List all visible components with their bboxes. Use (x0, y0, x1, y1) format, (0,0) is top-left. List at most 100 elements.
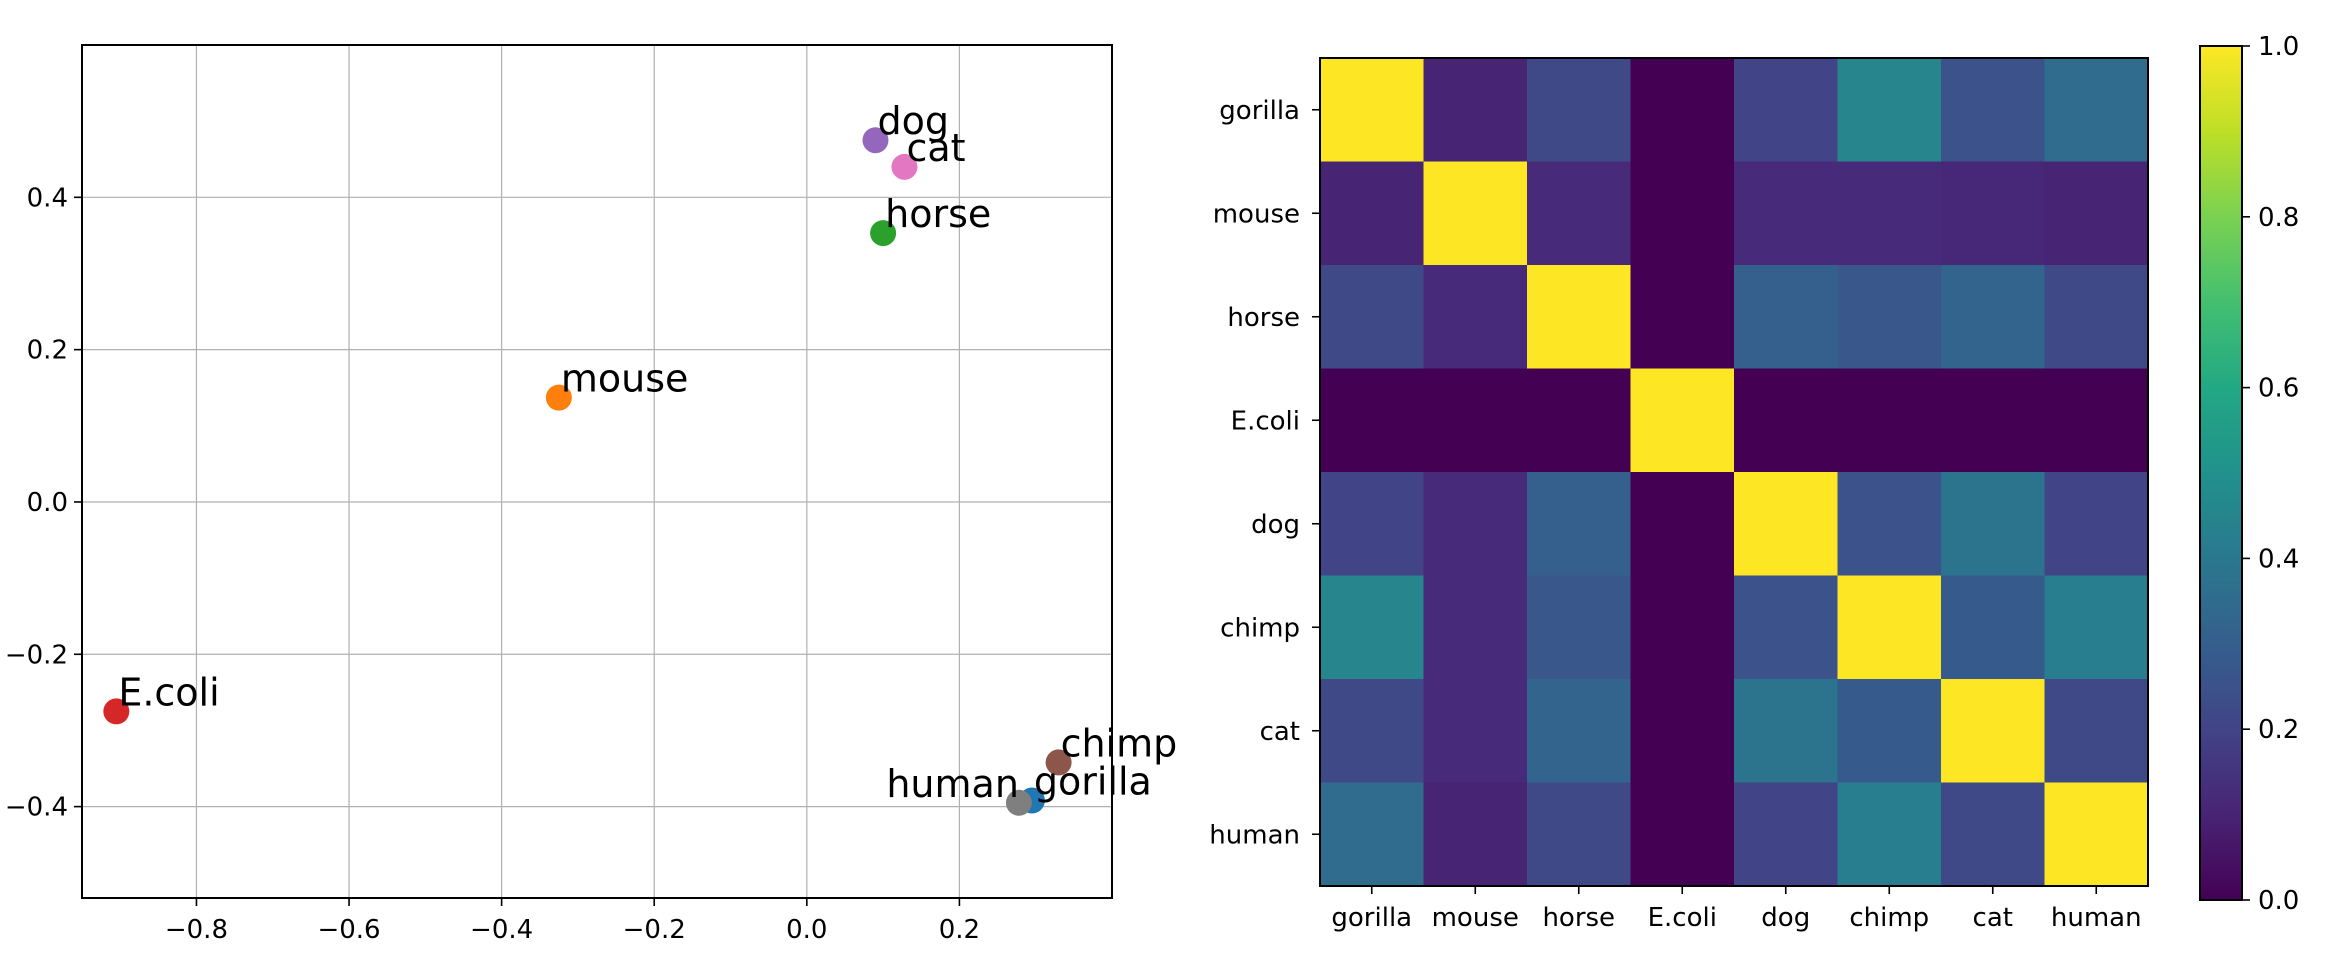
heatmap-cell-mouse-chimp (1837, 161, 1942, 266)
heatmap-cell-mouse-e-coli (1630, 161, 1735, 266)
heatmap-cell-gorilla-chimp (1837, 58, 1942, 163)
heatmap-cell-e-coli-chimp (1837, 368, 1942, 473)
heatmap-cell-gorilla-e-coli (1630, 58, 1735, 163)
heatmap-row-label-human: human (1209, 820, 1300, 850)
heatmap-cell-dog-dog (1734, 472, 1839, 577)
heatmap-cell-human-gorilla (1320, 782, 1425, 887)
heatmap-col-label-chimp: chimp (1849, 903, 1929, 933)
heatmap-cell-cat-mouse (1423, 679, 1528, 784)
heatmap-cell-dog-human (2044, 472, 2149, 577)
heatmap-cell-gorilla-dog (1734, 58, 1839, 163)
heatmap-cell-cat-gorilla (1320, 679, 1425, 784)
heatmap-row-label-chimp: chimp (1220, 613, 1300, 643)
y-tick-label: −0.2 (5, 640, 68, 670)
heatmap-cell-e-coli-horse (1527, 368, 1632, 473)
scatter-labels: gorilla mouse horse E.coli dog chimp cat human (118, 99, 1177, 806)
heatmap-cell-gorilla-horse (1527, 58, 1632, 163)
heatmap-cell-dog-cat (1941, 472, 2046, 577)
heatmap-cell-gorilla-human (2044, 58, 2149, 163)
colorbar-tick-label: 0.6 (2258, 374, 2299, 404)
heatmap-cell-human-mouse (1423, 782, 1528, 887)
heatmap-col-label-mouse: mouse (1432, 903, 1519, 933)
x-tick-label: −0.4 (470, 915, 533, 945)
heatmap-cell-mouse-gorilla (1320, 161, 1425, 266)
x-tick-label: 0.0 (786, 915, 827, 945)
point-label-horse: horse (885, 192, 991, 236)
heatmap-cell-gorilla-cat (1941, 58, 2046, 163)
x-tick-label: −0.2 (623, 915, 686, 945)
heatmap-cell-dog-gorilla (1320, 472, 1425, 577)
heatmap-panel: gorilla mouse horse E.coli dog chimp cat human g… (1209, 57, 2149, 933)
point-label-dog: dog (877, 99, 949, 143)
heatmap-cell-human-cat (1941, 782, 2046, 887)
heatmap-row-label-dog: dog (1251, 510, 1300, 540)
y-tick-label: 0.2 (27, 336, 68, 366)
heatmap-cell-dog-e-coli (1630, 472, 1735, 577)
heatmap-cell-mouse-mouse (1423, 161, 1528, 266)
heatmap-cell-human-dog (1734, 782, 1839, 887)
scatter-points (103, 127, 1072, 816)
heatmap-cell-cat-horse (1527, 679, 1632, 784)
x-tick-label: 0.2 (939, 915, 980, 945)
heatmap-cell-horse-e-coli (1630, 265, 1735, 370)
heatmap-cell-cat-human (2044, 679, 2149, 784)
heatmap-col-label-human: human (2051, 903, 2142, 933)
heatmap-cell-chimp-chimp (1837, 575, 1942, 680)
heatmap-cell-chimp-dog (1734, 575, 1839, 680)
colorbar-tick-label: 1.0 (2258, 32, 2299, 62)
heatmap-cell-cat-cat (1941, 679, 2046, 784)
heatmap-cell-cat-dog (1734, 679, 1839, 784)
heatmap-row-label-gorilla: gorilla (1219, 96, 1300, 126)
heatmap-cell-chimp-cat (1941, 575, 2046, 680)
heatmap-cell-e-coli-human (2044, 368, 2149, 473)
colorbar-ticks: 0.0 0.2 0.4 0.6 0.8 1.0 (2242, 32, 2299, 916)
x-tick-label: −0.6 (317, 915, 380, 945)
heatmap-cell-horse-gorilla (1320, 265, 1425, 370)
heatmap-cell-chimp-horse (1527, 575, 1632, 680)
y-tick-label: 0.0 (27, 488, 68, 518)
heatmap-row-label-mouse: mouse (1213, 199, 1300, 229)
heatmap-cell-chimp-human (2044, 575, 2149, 680)
point-label-chimp: chimp (1061, 721, 1178, 765)
colorbar-tick-label: 0.4 (2258, 544, 2299, 574)
point-label-gorilla: gorilla (1034, 760, 1152, 804)
colorbar-tick-label: 0.0 (2258, 886, 2299, 916)
heatmap-cell-chimp-gorilla (1320, 575, 1425, 680)
heatmap-row-label-e-coli: E.coli (1231, 406, 1300, 436)
heatmap-col-label-cat: cat (1973, 903, 2013, 933)
heatmap-cell-horse-human (2044, 265, 2149, 370)
heatmap-col-label-gorilla: gorilla (1331, 903, 1412, 933)
heatmap-cell-horse-chimp (1837, 265, 1942, 370)
heatmap-cell-horse-cat (1941, 265, 2046, 370)
heatmap-col-label-dog: dog (1761, 903, 1810, 933)
point-human (1005, 789, 1032, 816)
point-label-e-coli: E.coli (118, 670, 219, 714)
heatmap-cell-human-human (2044, 782, 2149, 887)
heatmap-col-label-horse: horse (1542, 903, 1615, 933)
point-label-human: human (886, 762, 1019, 806)
point-e-coli (103, 698, 130, 725)
heatmap-row-label-horse: horse (1227, 303, 1300, 333)
scatter-ticks: −0.8 −0.6 −0.4 −0.2 0.0 0.2 −0.4 −0.2 0.0 0.2 0.4 (5, 183, 980, 945)
y-tick-label: −0.4 (5, 793, 68, 823)
x-tick-label: −0.8 (165, 915, 228, 945)
point-label-mouse: mouse (561, 357, 689, 401)
heatmap-cell-cat-e-coli (1630, 679, 1735, 784)
heatmap-cell-dog-chimp (1837, 472, 1942, 577)
scatter-panel: gorillamousehorseE.colidogchimpcathuman … (5, 44, 1177, 945)
heatmap-cell-e-coli-cat (1941, 368, 2046, 473)
heatmap-cell-human-chimp (1837, 782, 1942, 887)
colorbar: 0.0 0.2 0.4 0.6 0.8 1.0 (2199, 32, 2299, 916)
heatmap-cell-e-coli-dog (1734, 368, 1839, 473)
heatmap-cells (1320, 58, 2149, 887)
colorbar-tick-label: 0.2 (2258, 715, 2299, 745)
point-label-cat: cat (906, 126, 965, 170)
scatter-axes-frame (81, 44, 1113, 899)
heatmap-cell-dog-horse (1527, 472, 1632, 577)
heatmap-axes-frame (1319, 57, 2149, 887)
heatmap-cell-gorilla-gorilla (1320, 58, 1425, 163)
heatmap-cell-horse-horse (1527, 265, 1632, 370)
point-dog (862, 127, 889, 154)
heatmap-cell-mouse-cat (1941, 161, 2046, 266)
